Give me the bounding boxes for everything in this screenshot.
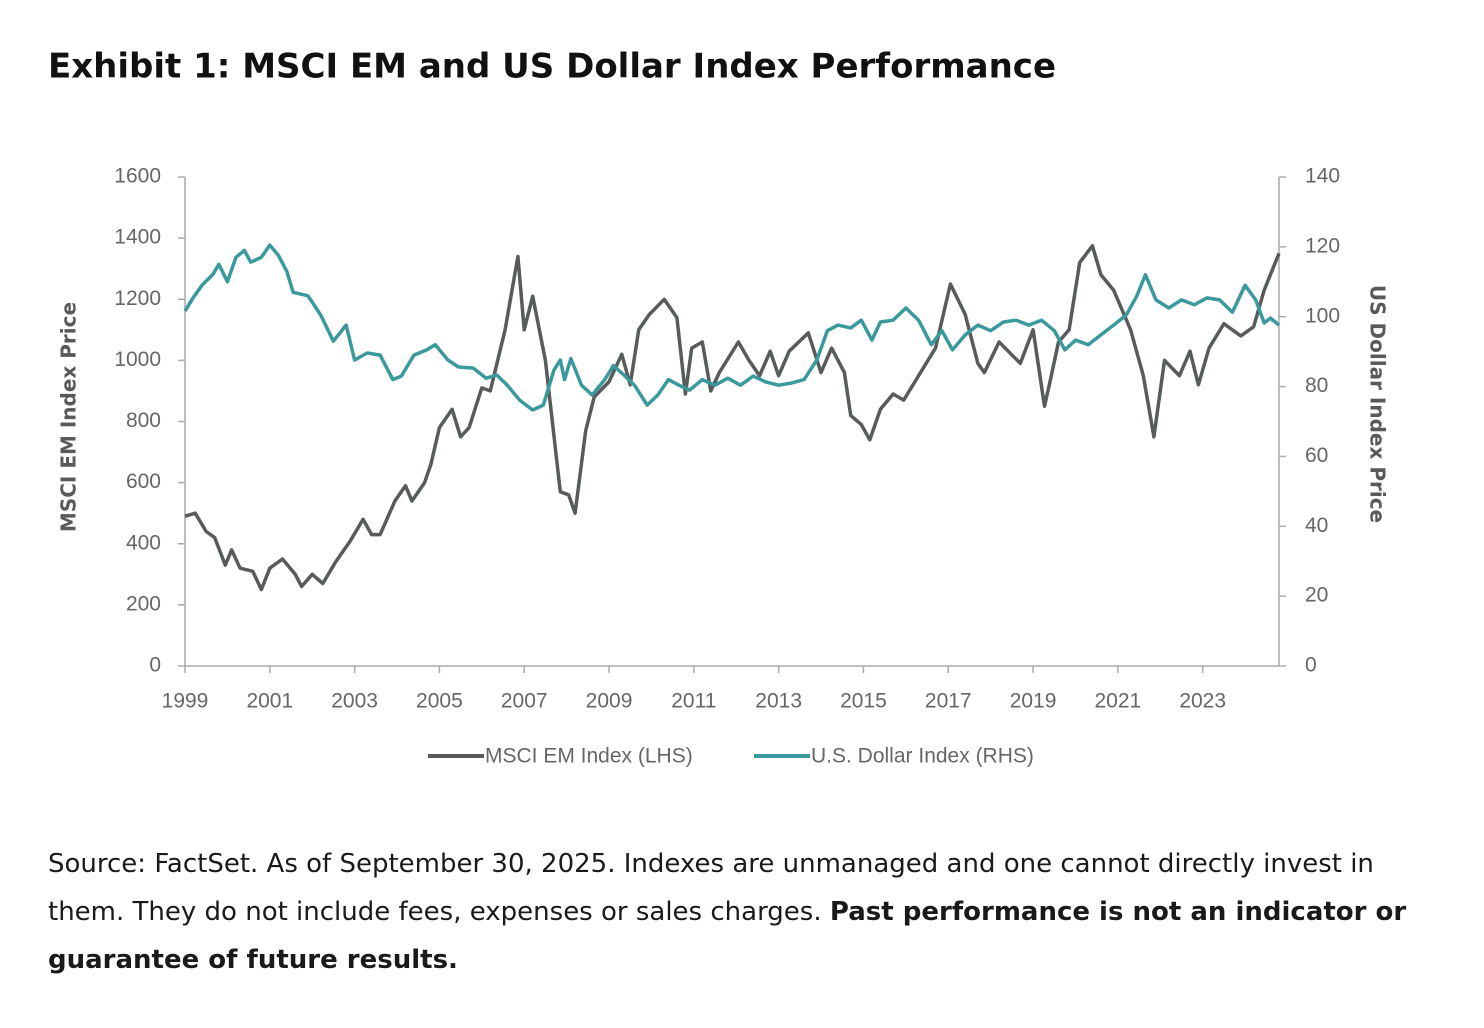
y-tick-label: 1200 bbox=[114, 287, 161, 310]
legend-label: U.S. Dollar Index (RHS) bbox=[811, 745, 1034, 768]
y-tick-label: 0 bbox=[149, 654, 161, 677]
chart-title: Exhibit 1: MSCI EM and US Dollar Index P… bbox=[48, 47, 1056, 87]
x-tick-label: 2003 bbox=[331, 690, 378, 713]
line-series bbox=[184, 244, 1281, 592]
x-tick-label: 2007 bbox=[501, 690, 548, 713]
x-tick-label: 2005 bbox=[416, 690, 463, 713]
y-tick-label: 400 bbox=[126, 531, 161, 554]
x-tick-label: 2023 bbox=[1179, 690, 1226, 713]
x-tick-label: 2009 bbox=[586, 690, 633, 713]
y2-tick-label: 140 bbox=[1305, 165, 1340, 188]
note-bold: Past performance is not an indicator or … bbox=[48, 897, 1407, 975]
y2-tick-label: 100 bbox=[1305, 304, 1340, 327]
y2-tick-label: 20 bbox=[1305, 584, 1328, 607]
legend-label: MSCI EM Index (LHS) bbox=[485, 745, 693, 768]
note-text: Source: FactSet. As of September 30, 202… bbox=[48, 849, 1374, 927]
x-tick-label: 2017 bbox=[925, 690, 972, 713]
source-note: Source: FactSet. As of September 30, 202… bbox=[48, 840, 1428, 984]
y-axis-title: MSCI EM Index Price bbox=[57, 302, 81, 532]
y2-tick-label: 120 bbox=[1305, 234, 1340, 257]
x-tick-label: 2019 bbox=[1010, 690, 1057, 713]
y2-axis-title: US Dollar Index Price bbox=[1366, 285, 1390, 523]
line-series bbox=[183, 243, 1281, 412]
y-tick-label: 1600 bbox=[114, 165, 161, 188]
chart: Exhibit 1: MSCI EM and US Dollar Index P… bbox=[48, 47, 1390, 768]
y2-tick-label: 80 bbox=[1305, 374, 1328, 397]
y-tick-label: 1400 bbox=[114, 226, 161, 249]
x-tick-label: 2021 bbox=[1095, 690, 1142, 713]
x-tick-label: 2011 bbox=[671, 690, 716, 713]
y2-tick-label: 60 bbox=[1305, 444, 1328, 467]
y-tick-label: 600 bbox=[126, 470, 161, 493]
y2-tick-label: 40 bbox=[1305, 514, 1328, 537]
y2-tick-label: 0 bbox=[1305, 654, 1317, 677]
x-tick-label: 2001 bbox=[246, 690, 293, 713]
y-tick-label: 800 bbox=[126, 409, 161, 432]
y-tick-label: 1000 bbox=[114, 348, 161, 371]
x-tick-label: 1999 bbox=[162, 690, 209, 713]
y-tick-label: 200 bbox=[126, 592, 161, 615]
x-tick-label: 2013 bbox=[755, 690, 802, 713]
x-tick-label: 2015 bbox=[840, 690, 887, 713]
